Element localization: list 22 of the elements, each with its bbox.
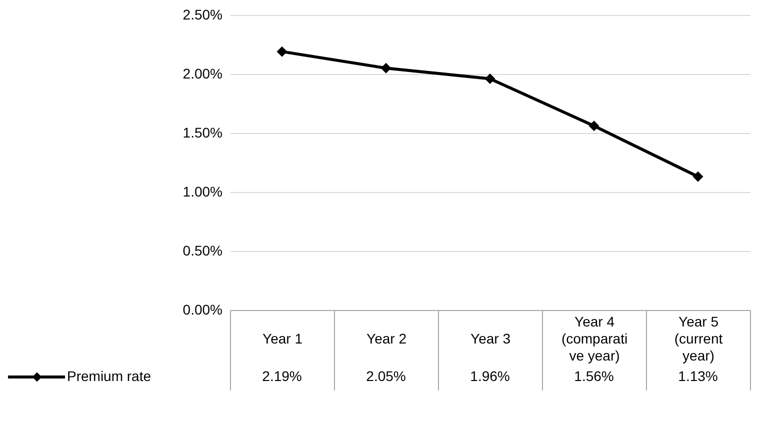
y-tick-label: 0.50% bbox=[182, 242, 222, 258]
y-tick-label: 0.00% bbox=[182, 302, 222, 318]
x-tick-label: Year 2 bbox=[366, 330, 407, 346]
legend-label: Premium rate bbox=[67, 368, 152, 384]
x-tick-label: Year 4 (comparative year) bbox=[561, 314, 628, 364]
data-label: 1.13% bbox=[678, 368, 718, 384]
point bbox=[692, 171, 704, 182]
y-tick-label: 1.00% bbox=[182, 184, 222, 200]
point bbox=[484, 73, 496, 84]
data-label: 2.05% bbox=[366, 368, 406, 384]
x-tick-label: Year 5 (current year) bbox=[674, 314, 723, 364]
y-tick-label: 1.50% bbox=[182, 124, 222, 140]
data-label: 1.96% bbox=[470, 368, 510, 384]
x-tick-label: Year 1 bbox=[262, 330, 303, 346]
point bbox=[588, 120, 600, 132]
data-label: 1.56% bbox=[574, 368, 614, 384]
y-tick-label: 2.50% bbox=[182, 6, 222, 22]
point bbox=[380, 62, 392, 74]
y-tick-label: 2.00% bbox=[182, 66, 222, 82]
data-label: 2.19% bbox=[262, 368, 302, 384]
point bbox=[276, 46, 288, 57]
x-tick-label: Year 3 bbox=[470, 330, 511, 346]
